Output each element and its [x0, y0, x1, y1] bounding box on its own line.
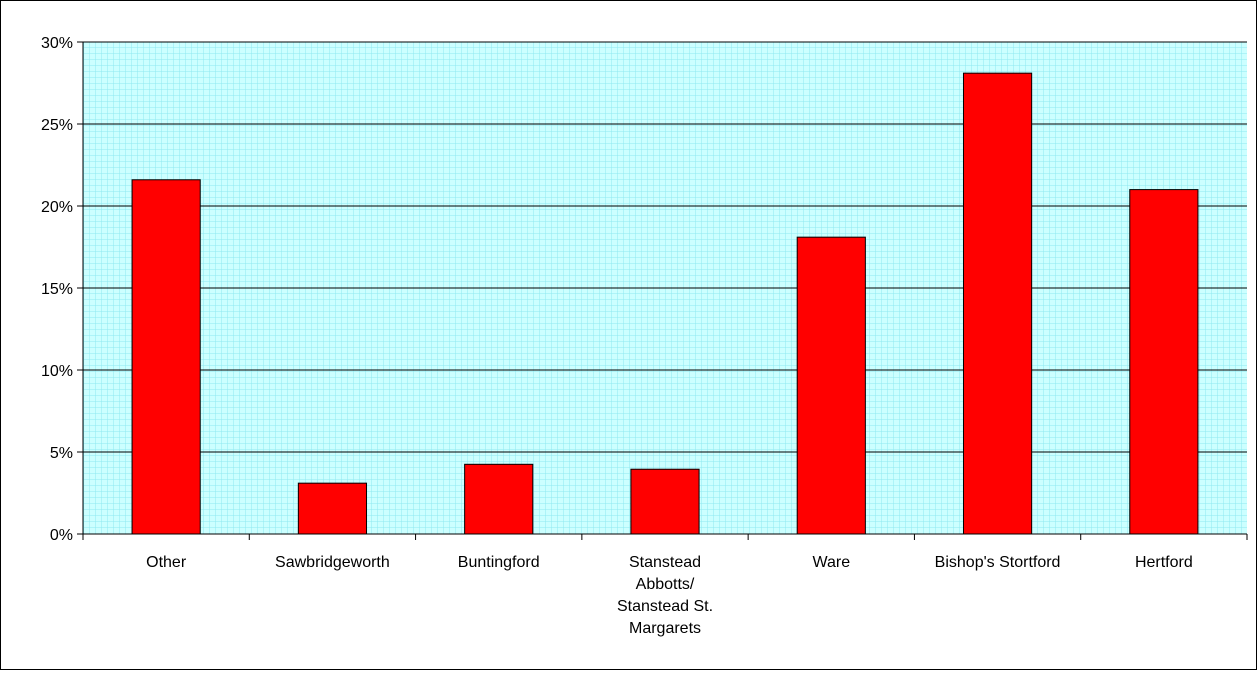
x-category-label-line: Margarets: [629, 620, 701, 637]
x-category-label: Sawbridgeworth: [275, 554, 390, 571]
y-tick-label: 25%: [41, 117, 73, 134]
bar: [297, 482, 368, 535]
y-tick-label: 15%: [41, 281, 73, 298]
x-category-label-line: Other: [146, 554, 187, 571]
x-category-label: Stanstead Abbotts/Stanstead St. Margarets: [617, 554, 713, 637]
bar: [1129, 189, 1199, 535]
x-category-label-line: Hertford: [1135, 554, 1193, 571]
x-category-label-line: Stanstead St.: [617, 598, 713, 615]
x-category-label: Buntingford: [458, 554, 540, 571]
x-category-label-line: Ware: [812, 554, 850, 571]
y-tick-label: 5%: [50, 445, 73, 462]
y-tick-label: 30%: [41, 35, 73, 52]
x-category-label-line: Buntingford: [458, 554, 540, 571]
bar: [131, 179, 201, 535]
x-category-label: Ware: [812, 554, 850, 571]
bar: [464, 463, 534, 535]
bar: [796, 236, 866, 535]
x-category-label: Bishop's Stortford: [935, 554, 1061, 571]
x-category-label: Other: [146, 554, 187, 571]
x-category-label-line: Sawbridgeworth: [275, 554, 390, 571]
x-category-label-line: Bishop's Stortford: [935, 554, 1061, 571]
x-category-label-line: Abbotts/: [636, 576, 695, 593]
y-tick-label: 20%: [41, 199, 73, 216]
bar: [630, 468, 700, 535]
x-category-label: Hertford: [1135, 554, 1193, 571]
y-tick-label: 0%: [50, 527, 73, 544]
y-tick-label: 10%: [41, 363, 73, 380]
x-category-label-line: Stanstead: [629, 554, 701, 571]
bar: [962, 72, 1033, 535]
plot-area: 0% 5% 10% 15% 20% 25% 30% Other Sawbridgeworth Bu…: [41, 35, 1248, 637]
